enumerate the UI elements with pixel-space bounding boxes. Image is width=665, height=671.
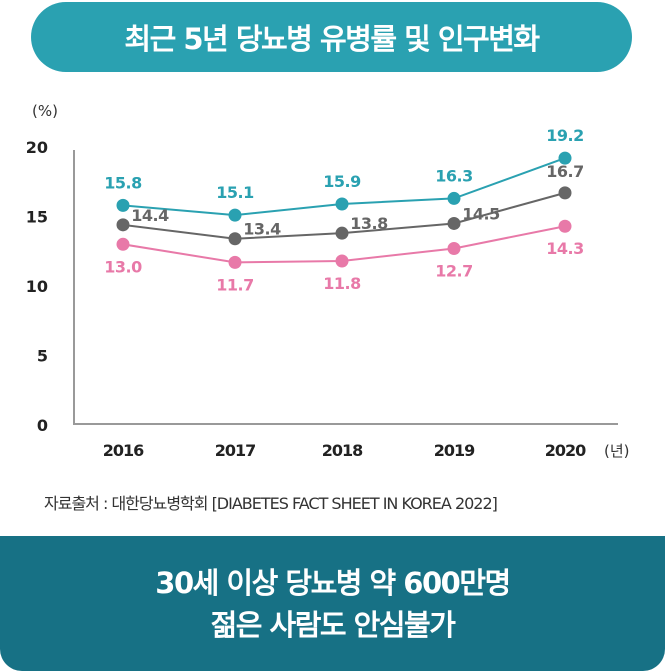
- data-label: 11.8: [323, 274, 361, 293]
- data-point: [116, 237, 130, 251]
- data-label: 13.4: [243, 220, 281, 239]
- y-tick-label: 20: [26, 138, 48, 157]
- x-tick-label: 2017: [215, 441, 256, 460]
- data-point: [335, 197, 349, 211]
- data-point: [447, 216, 461, 230]
- data-label: 11.7: [216, 275, 253, 294]
- x-tick-label: 2019: [434, 441, 475, 460]
- data-label: 14.3: [546, 239, 583, 258]
- data-label: 12.7: [435, 261, 472, 280]
- data-label: 14.4: [131, 206, 169, 225]
- data-point: [558, 151, 572, 165]
- data-point: [228, 208, 242, 222]
- footer-banner: 30세 이상 당뇨병 약 600만명 젊은 사람도 안심불가: [0, 536, 665, 671]
- footer-line-1: 30세 이상 당뇨병 약 600만명: [155, 565, 511, 600]
- data-point: [335, 226, 349, 240]
- data-point: [116, 218, 130, 232]
- x-tick-label: 2016: [103, 441, 144, 460]
- data-point: [558, 186, 572, 200]
- title-banner: 최근 5년 당뇨병 유병률 및 인구변화: [31, 2, 632, 72]
- x-tick-label: 2020: [545, 441, 586, 460]
- data-point: [228, 255, 242, 269]
- data-label: 15.8: [104, 173, 142, 192]
- data-point: [335, 254, 349, 268]
- data-point: [447, 241, 461, 255]
- data-label: 19.2: [546, 126, 583, 145]
- data-point: [447, 191, 461, 205]
- footer-line-2: 젊은 사람도 안심불가: [210, 607, 456, 642]
- y-axis-unit: (%): [32, 102, 58, 120]
- source-note: 자료출처 : 대한당뇨병학회 [DIABETES FACT SHEET IN K…: [44, 494, 498, 513]
- data-point: [116, 198, 130, 212]
- data-label: 13.8: [350, 214, 388, 233]
- y-tick-label: 10: [26, 277, 48, 296]
- data-label: 14.5: [462, 204, 500, 223]
- data-label: 15.1: [216, 183, 254, 202]
- page-title: 최근 5년 당뇨병 유병률 및 인구변화: [124, 22, 540, 56]
- y-tick-label: 0: [37, 416, 48, 435]
- data-label: 16.7: [546, 162, 583, 181]
- line-chart: (%) (년) 0 5 10 15 20 2016 2017 2018 2019 2020 15.8 15…: [26, 102, 630, 460]
- y-tick-label: 15: [26, 208, 48, 227]
- x-axis-unit: (년): [604, 442, 630, 460]
- x-tick-label: 2018: [322, 441, 363, 460]
- data-label: 16.3: [435, 166, 472, 185]
- data-label: 15.9: [323, 172, 361, 191]
- data-point: [228, 232, 242, 246]
- y-tick-label: 5: [37, 347, 48, 366]
- data-point: [558, 219, 572, 233]
- data-label: 13.0: [104, 257, 142, 276]
